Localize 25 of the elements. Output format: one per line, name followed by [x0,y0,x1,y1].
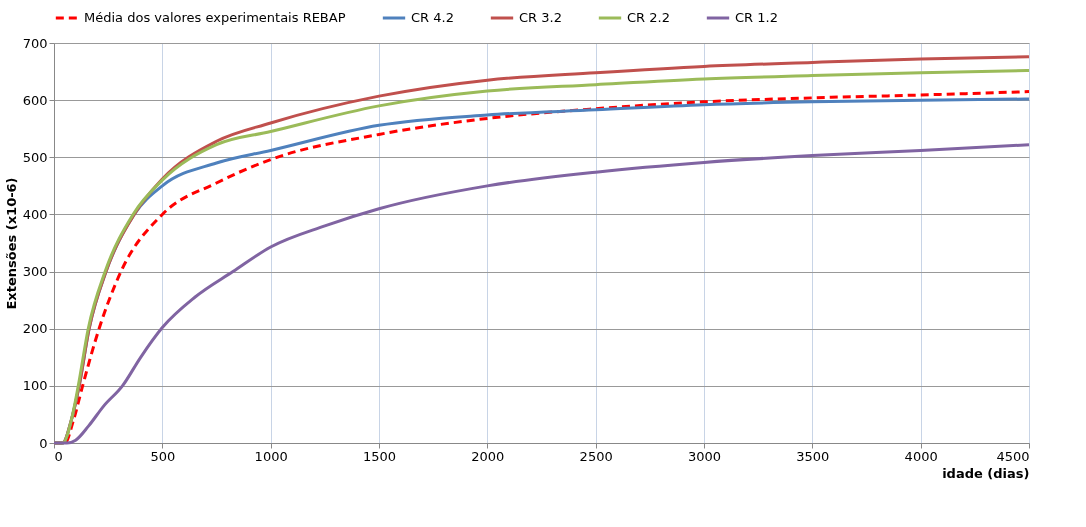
x-tick-label: 3000 [687,448,722,464]
x-tick-label: 4500 [996,448,1030,464]
y-tick-label: 400 [22,206,48,222]
legend-label: CR 4.2 [411,10,454,25]
y-tick-label: 200 [22,321,48,337]
y-tick-label: 100 [22,378,48,394]
y-tick-label: 600 [22,92,48,108]
x-tick-label: 1500 [362,448,397,464]
y-tick-label: 500 [22,149,48,165]
legend-label: CR 1.2 [735,10,778,25]
x-tick-label: 500 [150,448,176,464]
y-axis-title: Extensões (x10-6) [3,177,19,310]
legend-label: CR 3.2 [519,10,562,25]
x-tick-label: 3500 [796,448,830,464]
x-tick-label: 4000 [904,448,938,464]
x-tick-label: 2000 [471,448,505,464]
y-tick-label: 700 [22,35,48,51]
legend-label: CR 2.2 [627,10,670,25]
y-tick-label: 0 [39,435,48,451]
x-tick-label: 2500 [579,448,613,464]
x-tick-label: 0 [54,448,63,464]
x-axis-title: idade (dias) [942,465,1030,481]
x-tick-label: 1000 [254,448,288,464]
legend-label: Média dos valores experimentais REBAP [84,10,346,25]
y-tick-label: 300 [22,264,48,280]
